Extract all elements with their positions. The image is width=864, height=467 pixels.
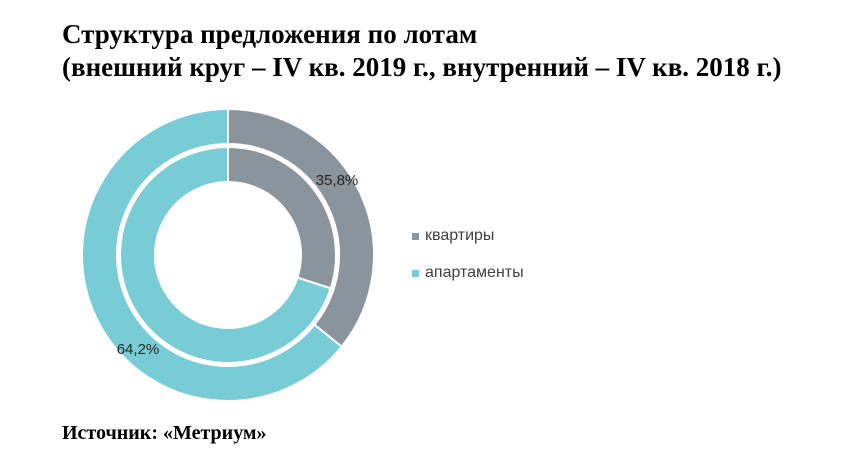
inner-ring [119,146,337,364]
legend-label-apartamenty: апартаменты [425,264,524,281]
legend-item-apartamenty: апартаменты [412,263,524,283]
chart-title: Структура предложения по лотам (внешний … [62,18,782,84]
legend-label-kvartiry: квартиры [425,227,495,244]
legend-item-kvartiry: квартиры [412,226,524,246]
legend: квартиры апартаменты [412,226,524,300]
outer-ring-label-apartamenty: 64,2% [117,341,160,358]
outer-ring [81,108,375,402]
legend-swatch-apartamenty [412,269,419,277]
data-labels: 35,8% 64,2% [117,172,359,358]
inner-ring-slice-apartamenty [119,146,332,364]
outer-ring-slice-apartamenty [81,108,343,402]
chart-title-line-2: (внешний круг – IV кв. 2019 г., внутренн… [62,52,782,82]
chart-title-line-1: Структура предложения по лотам [62,19,478,49]
source-note: Источник: «Метриум» [62,422,267,444]
outer-ring-label-kvartiry: 35,8% [316,172,359,189]
legend-swatch-kvartiry [412,232,419,240]
